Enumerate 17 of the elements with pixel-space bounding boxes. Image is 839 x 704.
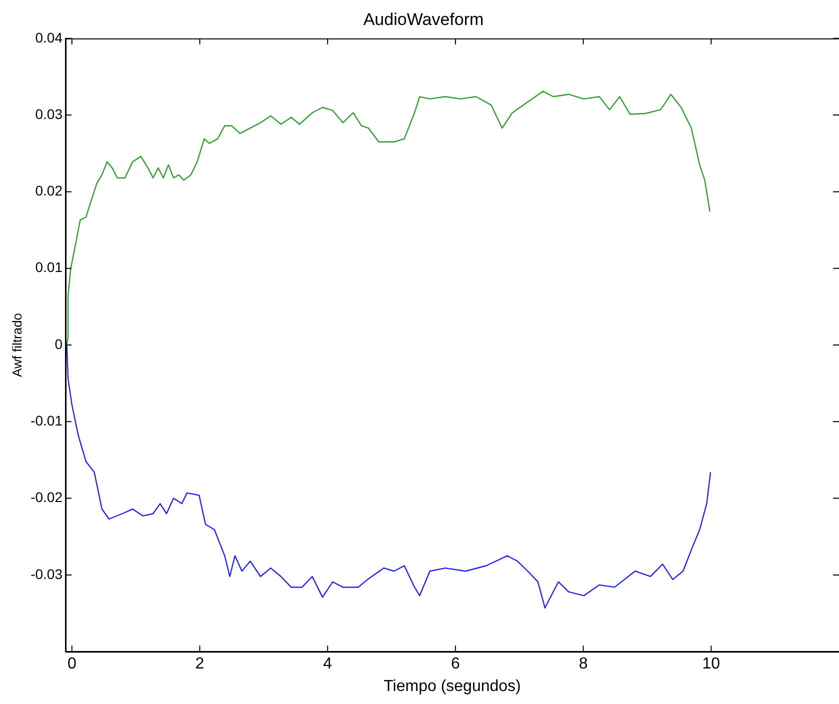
y-tick-label: -0.03	[30, 566, 63, 582]
x-axis-title: Tiempo (segundos)	[384, 678, 521, 695]
x-tick-label: 8	[578, 656, 588, 673]
x-tick-label: 10	[702, 656, 720, 673]
y-tick-label: -0.01	[30, 412, 63, 429]
y-tick-label: 0.01	[35, 259, 63, 276]
y-tick-label: 0	[54, 336, 63, 352]
x-tick-label: 0	[67, 656, 76, 673]
x-tick-label: 2	[195, 656, 204, 673]
y-tick-label: -0.02	[30, 489, 63, 506]
x-tick-label: 6	[451, 656, 460, 673]
chart-title: AudioWaveform	[363, 10, 484, 29]
x-tick-label: 4	[323, 656, 332, 673]
y-tick-label: 0.04	[35, 29, 63, 46]
y-axis-title: Awf filtrado	[9, 312, 24, 378]
y-tick-label: 0.03	[35, 106, 63, 122]
y-tick-label: 0.02	[35, 182, 63, 199]
